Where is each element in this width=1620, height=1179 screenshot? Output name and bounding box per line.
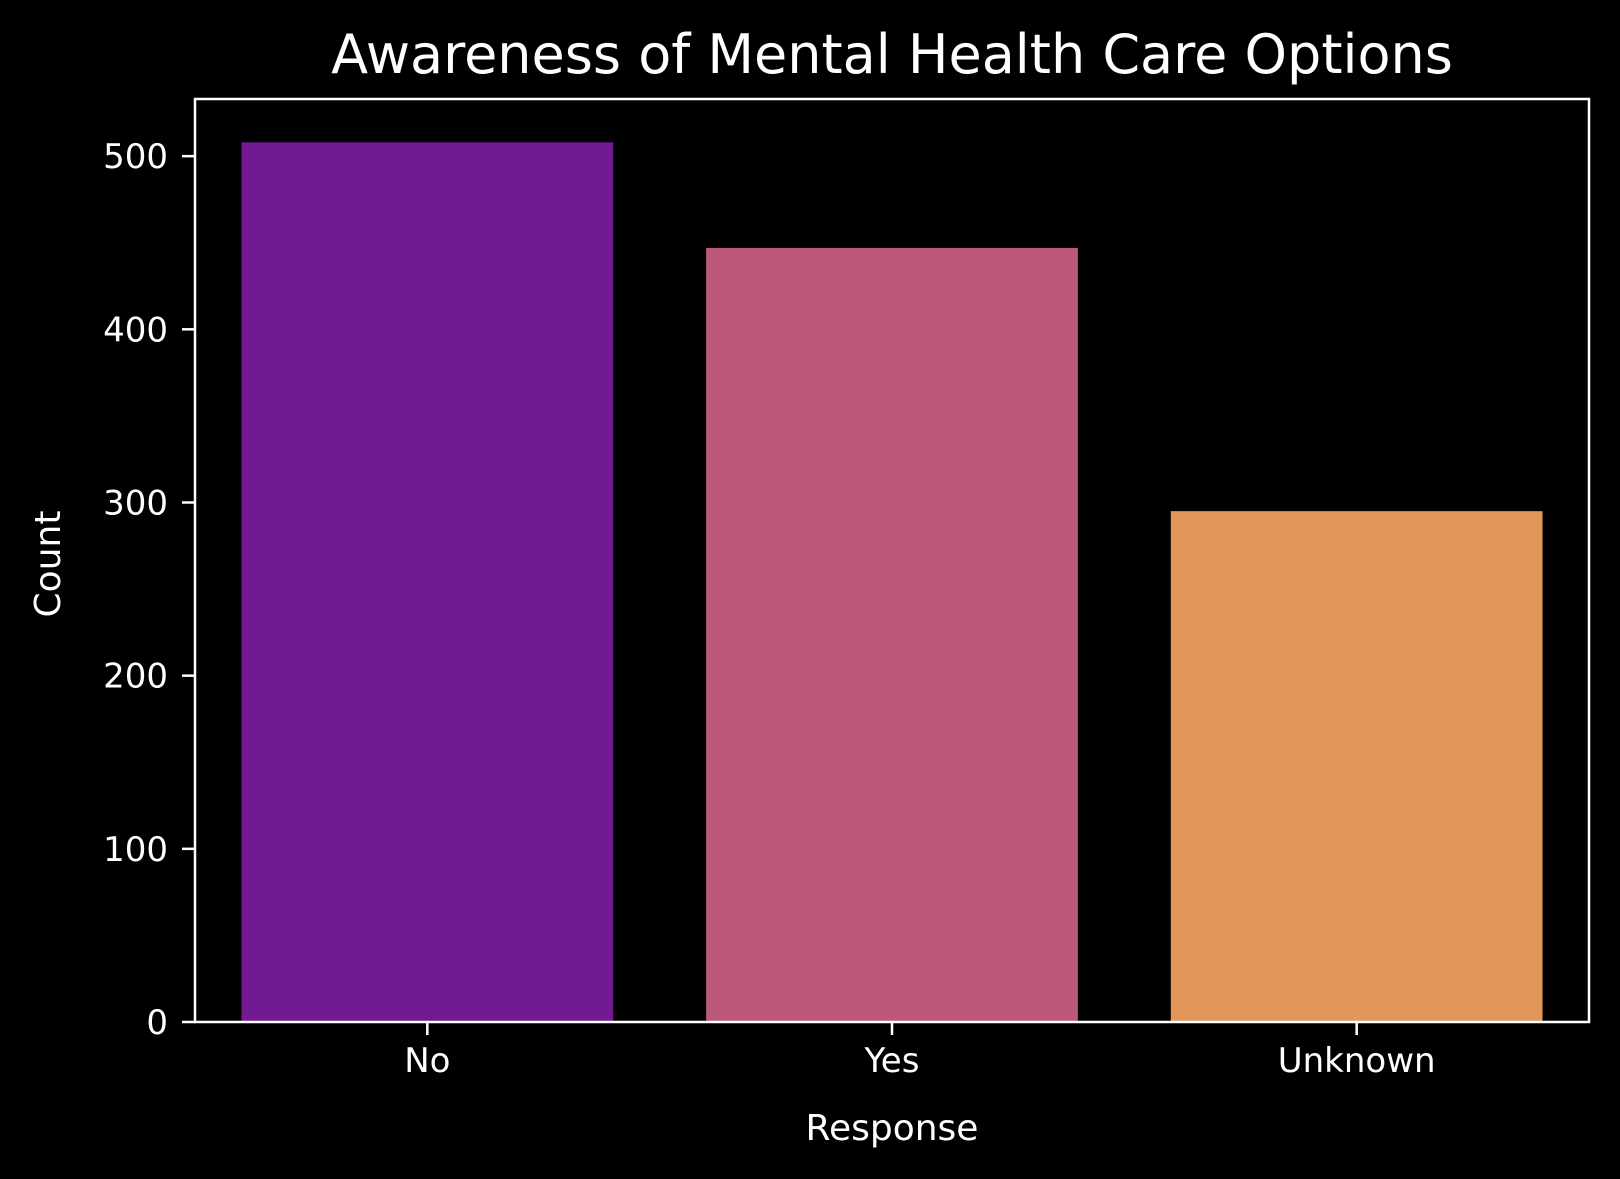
bar-no: [241, 142, 614, 1023]
bar-unknown: [1170, 511, 1543, 1022]
x-tick-label: Unknown: [1278, 1041, 1436, 1081]
y-tick-label: 300: [103, 483, 168, 523]
chart-title: Awareness of Mental Health Care Options: [331, 23, 1453, 86]
x-axis-label: Response: [806, 1108, 979, 1149]
y-axis: 0 100 200 300 400 500: [103, 137, 195, 1043]
y-tick-label: 500: [103, 137, 168, 177]
x-tick-label: Yes: [864, 1041, 920, 1081]
bars-group: [241, 142, 1543, 1023]
y-axis-label: Count: [28, 511, 69, 618]
bar-yes: [706, 247, 1078, 1023]
y-tick-label: 100: [103, 830, 168, 870]
x-tick-label: No: [404, 1041, 450, 1081]
y-tick-label: 0: [146, 1003, 168, 1043]
y-tick-label: 400: [103, 310, 168, 350]
y-tick-label: 200: [103, 657, 168, 697]
x-axis: No Yes Unknown: [404, 1022, 1436, 1081]
